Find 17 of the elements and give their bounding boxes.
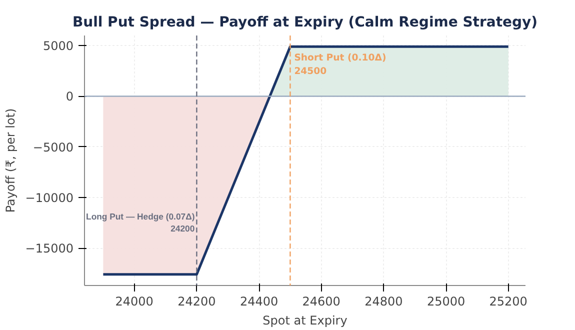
x-tick-label: 24000 — [115, 294, 154, 308]
y-tick-label: −15000 — [25, 242, 74, 256]
x-tick-label: 24400 — [240, 294, 278, 308]
x-tick-label: 25200 — [489, 294, 528, 308]
y-tick-label: 0 — [66, 90, 74, 104]
ref-line-label: Long Put — Hedge (0.07Δ) 24200 — [86, 212, 195, 234]
x-tick-label: 24600 — [302, 294, 340, 308]
chart-title: Bull Put Spread — Payoff at Expiry (Calm Regime Strategy) — [72, 14, 538, 30]
y-tick-label: −10000 — [25, 190, 74, 205]
x-tick-label: 25000 — [426, 294, 466, 308]
ref-line-label: Short Put (0.10Δ) 24500 — [294, 52, 386, 77]
x-tick-label: 24200 — [178, 294, 216, 308]
x-axis-title: Spot at Expiry — [262, 314, 348, 328]
x-tick-label: 24800 — [364, 294, 403, 308]
y-tick-label: 5000 — [42, 39, 74, 54]
y-axis-title: Payoff (₹, per lot) — [3, 108, 18, 213]
y-tick-label: −5000 — [32, 140, 74, 154]
